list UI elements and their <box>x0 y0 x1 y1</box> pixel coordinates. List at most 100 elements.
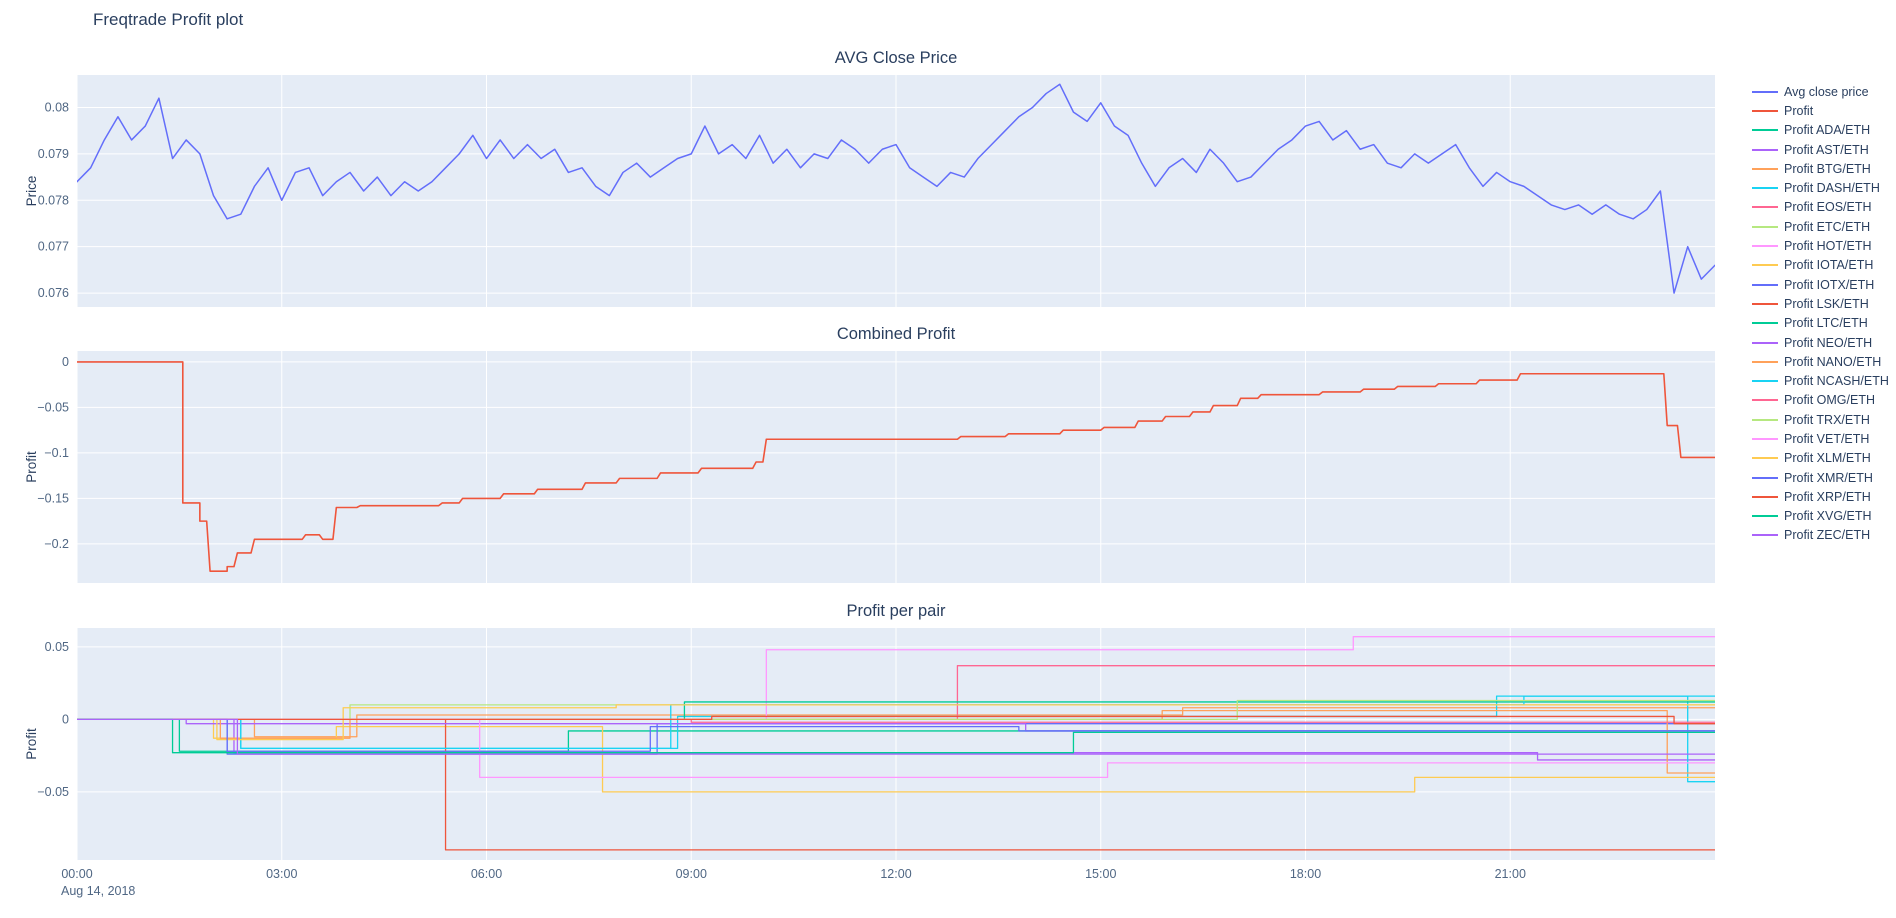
y-tick-label: 0.079 <box>38 147 69 161</box>
legend-line-swatch <box>1752 148 1778 151</box>
legend-line-swatch <box>1752 476 1778 479</box>
legend-item-label: Profit IOTA/ETH <box>1784 258 1874 273</box>
subplot-2[interactable]: 0.05 0 −0.05 Profit per pair Profit <box>24 602 1715 860</box>
legend-item-label: Profit LSK/ETH <box>1784 296 1869 311</box>
series-line[interactable] <box>77 83 1715 294</box>
legend-item-label: Profit AST/ETH <box>1784 142 1869 157</box>
legend-item[interactable]: Profit XLM/ETH <box>1752 449 1896 468</box>
legend-line-swatch <box>1752 90 1778 93</box>
series-line[interactable] <box>77 707 1715 738</box>
legend-item[interactable]: Profit LSK/ETH <box>1752 294 1896 313</box>
legend-item-label: Profit XRP/ETH <box>1784 489 1871 504</box>
series-group <box>77 636 1715 851</box>
legend-item-label: Profit NANO/ETH <box>1784 354 1882 369</box>
series-group <box>77 361 1715 572</box>
x-tick-label: 06:00 <box>471 867 502 881</box>
legend-line-swatch <box>1752 495 1778 498</box>
y-tick-label: −0.05 <box>37 785 69 799</box>
legend-line-swatch <box>1752 129 1778 132</box>
legend-item[interactable]: Profit BTG/ETH <box>1752 159 1896 178</box>
series-group <box>77 83 1715 294</box>
y-tick-label: 0.08 <box>45 100 69 114</box>
legend-item[interactable]: Profit XVG/ETH <box>1752 507 1896 526</box>
legend-item-label: Profit EOS/ETH <box>1784 200 1872 215</box>
y-tick-label: −0.1 <box>44 446 69 460</box>
legend-item[interactable]: Profit HOT/ETH <box>1752 236 1896 255</box>
legend-line-swatch <box>1752 283 1778 286</box>
legend-item-label: Profit LTC/ETH <box>1784 316 1868 331</box>
legend-line-swatch <box>1752 418 1778 421</box>
legend-item[interactable]: Profit EOS/ETH <box>1752 198 1896 217</box>
x-tick-label: 15:00 <box>1085 867 1116 881</box>
y-axis-title: Profit <box>24 728 39 760</box>
legend-item[interactable]: Profit OMG/ETH <box>1752 391 1896 410</box>
subplot-1[interactable]: 0 −0.05 −0.1 −0.15 −0.2 Combined Profit Profit <box>24 325 1715 583</box>
legend-item-label: Profit VET/ETH <box>1784 431 1870 446</box>
legend-line-swatch <box>1752 225 1778 228</box>
subplot-title: Combined Profit <box>837 325 956 343</box>
legend-item-label: Profit IOTX/ETH <box>1784 277 1875 292</box>
y-tick-label: 0.078 <box>38 193 69 207</box>
x-axis-date-label: Aug 14, 2018 <box>61 884 135 898</box>
legend-item-label: Profit ZEC/ETH <box>1784 528 1871 543</box>
x-tick-label: 21:00 <box>1495 867 1526 881</box>
series-line[interactable] <box>77 718 1715 793</box>
legend-item[interactable]: Profit ETC/ETH <box>1752 217 1896 236</box>
legend-item-label: Profit ADA/ETH <box>1784 123 1871 138</box>
legend-item[interactable]: Profit DASH/ETH <box>1752 178 1896 197</box>
page-title: Freqtrade Profit plot <box>93 10 244 29</box>
legend-item[interactable]: Profit IOTX/ETH <box>1752 275 1896 294</box>
series-line[interactable] <box>77 361 1715 572</box>
legend-item-label: Profit HOT/ETH <box>1784 239 1872 254</box>
y-axis-title: Profit <box>24 451 39 483</box>
legend-item[interactable]: Profit IOTA/ETH <box>1752 256 1896 275</box>
legend-line-swatch <box>1752 341 1778 344</box>
legend-item-label: Profit <box>1784 103 1814 118</box>
legend-item[interactable]: Profit XMR/ETH <box>1752 468 1896 487</box>
legend-line-swatch <box>1752 399 1778 402</box>
legend-line-swatch <box>1752 534 1778 537</box>
legend-item[interactable]: Profit ZEC/ETH <box>1752 526 1896 545</box>
legend-item[interactable]: Profit NEO/ETH <box>1752 333 1896 352</box>
legend-line-swatch <box>1752 515 1778 518</box>
legend-line-swatch <box>1752 437 1778 440</box>
y-tick-label: 0.05 <box>45 640 69 654</box>
legend-item-label: Profit XLM/ETH <box>1784 451 1871 466</box>
legend-line-swatch <box>1752 167 1778 170</box>
series-line[interactable] <box>77 715 1715 725</box>
legend-line-swatch <box>1752 206 1778 209</box>
y-tick-label: 0 <box>62 355 69 369</box>
legend-item[interactable]: Profit NANO/ETH <box>1752 352 1896 371</box>
subplot-0[interactable]: 0.08 0.079 0.078 0.077 0.076 AVG Close Price P… <box>24 49 1715 307</box>
legend-item-label: Profit TRX/ETH <box>1784 412 1870 427</box>
series-line[interactable] <box>77 718 1715 752</box>
y-tick-label: 0 <box>62 712 69 726</box>
legend-item[interactable]: Profit AST/ETH <box>1752 140 1896 159</box>
legend-line-swatch <box>1752 187 1778 190</box>
legend-item[interactable]: Profit VET/ETH <box>1752 429 1896 448</box>
subplot-title: Profit per pair <box>846 602 946 620</box>
x-tick-label: 12:00 <box>880 867 911 881</box>
legend-item[interactable]: Profit NCASH/ETH <box>1752 371 1896 390</box>
legend-item-label: Profit OMG/ETH <box>1784 393 1875 408</box>
legend-item[interactable]: Avg close price <box>1752 82 1896 101</box>
legend-item[interactable]: Profit LTC/ETH <box>1752 314 1896 333</box>
legend-line-swatch <box>1752 457 1778 460</box>
legend-item[interactable]: Profit TRX/ETH <box>1752 410 1896 429</box>
legend-line-swatch <box>1752 109 1778 112</box>
y-tick-label: 0.076 <box>38 286 69 300</box>
series-line[interactable] <box>77 704 1715 741</box>
series-line[interactable] <box>77 718 1715 755</box>
subplot-title: AVG Close Price <box>835 49 958 67</box>
x-tick-label: 18:00 <box>1290 867 1321 881</box>
legend: Avg close price Profit Profit ADA/ETH Profi… <box>1752 82 1896 545</box>
y-tick-label: −0.05 <box>37 400 69 414</box>
y-tick-label: −0.2 <box>44 537 69 551</box>
legend-item[interactable]: Profit ADA/ETH <box>1752 121 1896 140</box>
legend-item[interactable]: Profit XRP/ETH <box>1752 487 1896 506</box>
legend-item[interactable]: Profit <box>1752 101 1896 120</box>
legend-item-label: Avg close price <box>1784 84 1869 99</box>
